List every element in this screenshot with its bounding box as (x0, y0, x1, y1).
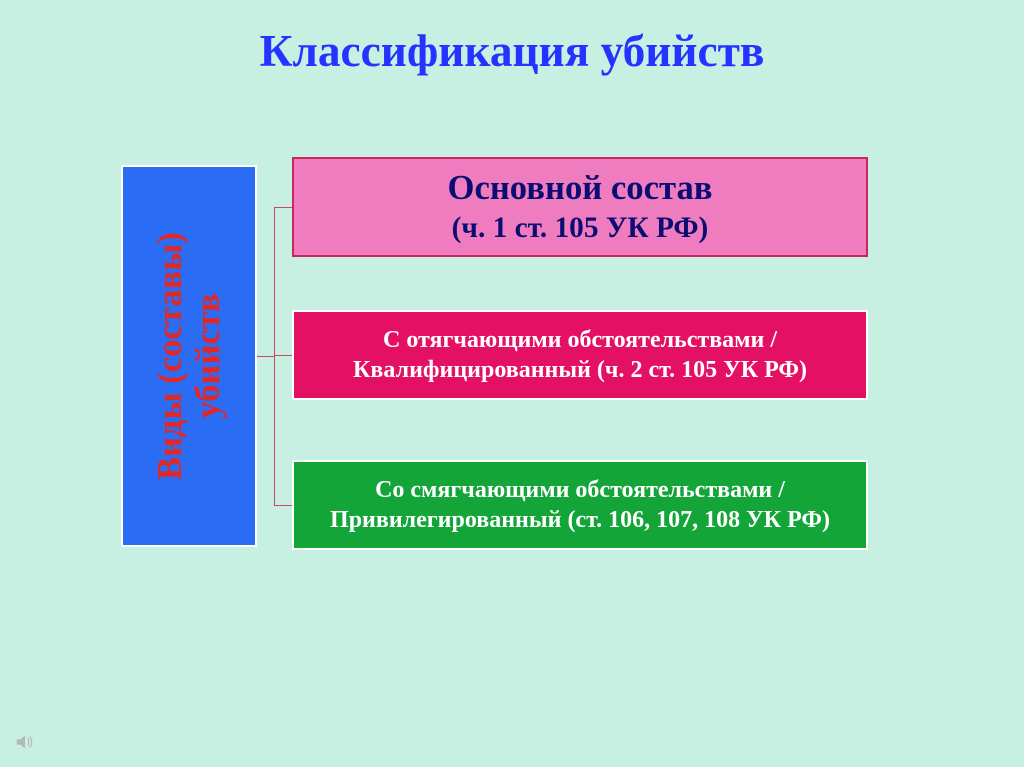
connector-to-box-1 (274, 207, 292, 208)
page-title: Классификация убийств (0, 25, 1024, 77)
box-privileged: Со смягчающими обстоятельствами / Привил… (292, 460, 868, 550)
box-qualified-line2: Квалифицированный (ч. 2 ст. 105 УК РФ) (353, 355, 807, 385)
box-privileged-line2: Привилегированный (ст. 106, 107, 108 УК … (330, 505, 830, 535)
connector-spine (274, 207, 275, 506)
connector-root (257, 356, 274, 357)
box-qualified-line1: С отягчающими обстоятельствами / (383, 325, 777, 355)
connector-to-box-3 (274, 505, 292, 506)
root-box: Виды (составы) убийств (121, 165, 257, 547)
root-label-line2: убийств (189, 293, 227, 418)
connector-to-box-2 (274, 355, 292, 356)
box-basic-line1: Основной состав (448, 167, 713, 210)
sound-icon (14, 731, 36, 753)
box-basic: Основной состав (ч. 1 ст. 105 УК РФ) (292, 157, 868, 257)
root-label-line1: Виды (составы) (151, 232, 189, 480)
box-qualified: С отягчающими обстоятельствами / Квалифи… (292, 310, 868, 400)
box-basic-line2: (ч. 1 ст. 105 УК РФ) (452, 210, 709, 247)
root-label: Виды (составы) убийств (151, 232, 227, 480)
box-privileged-line1: Со смягчающими обстоятельствами / (375, 475, 785, 505)
